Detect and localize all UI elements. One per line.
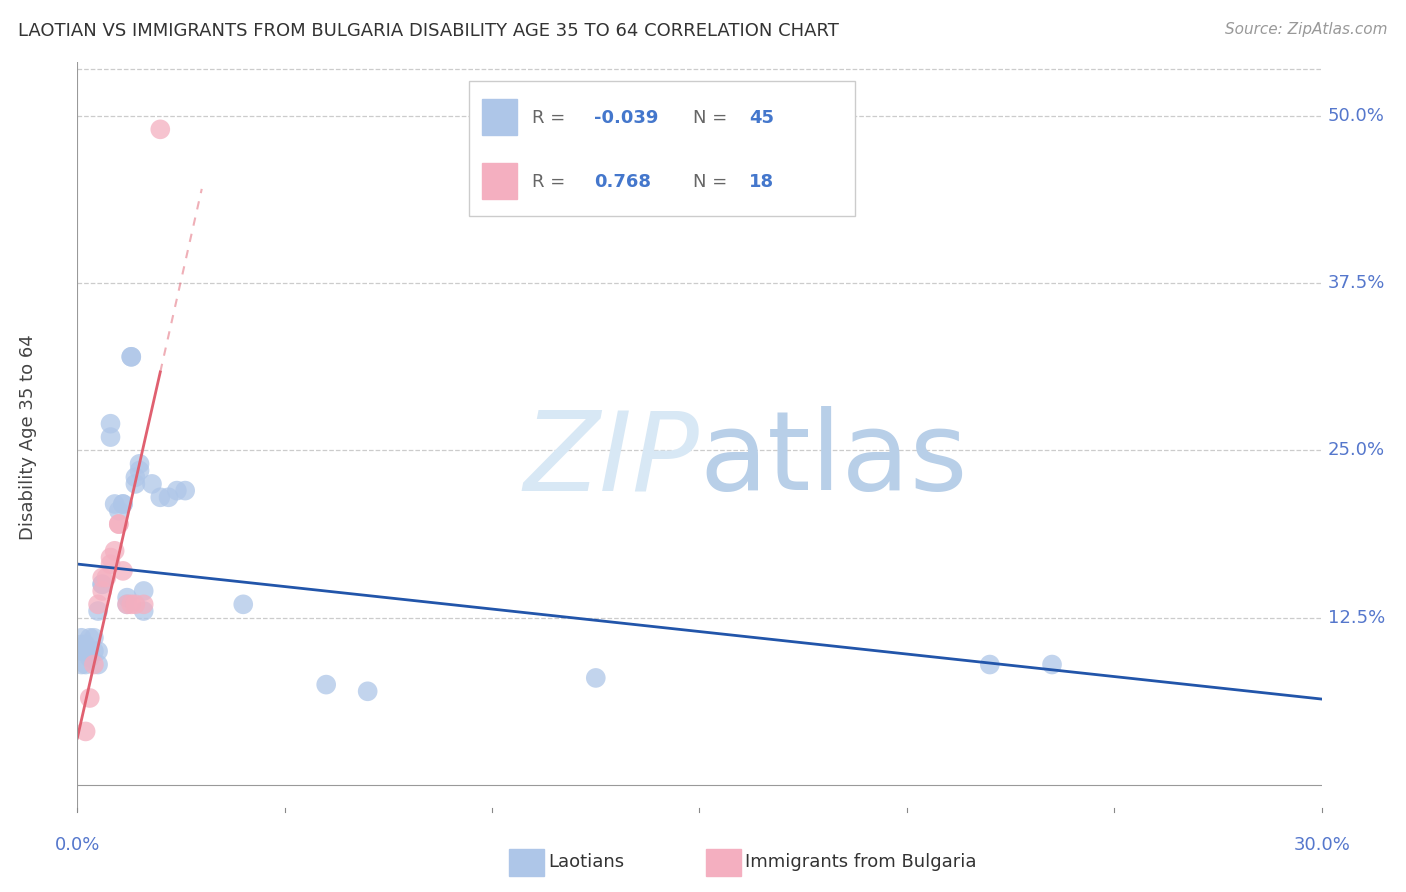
- Point: [585, 671, 607, 685]
- Point: [75, 637, 97, 651]
- Point: [75, 657, 97, 672]
- Point: [149, 491, 172, 505]
- Point: [1040, 657, 1063, 672]
- Text: 25.0%: 25.0%: [1327, 442, 1385, 459]
- Point: [75, 644, 97, 658]
- Text: Disability Age 35 to 64: Disability Age 35 to 64: [18, 334, 37, 540]
- Text: R =: R =: [531, 109, 571, 128]
- Point: [128, 457, 150, 471]
- FancyBboxPatch shape: [470, 81, 855, 216]
- Point: [115, 591, 138, 605]
- Point: [83, 657, 105, 672]
- Point: [83, 644, 105, 658]
- Text: 18: 18: [749, 173, 775, 191]
- Point: [128, 464, 150, 478]
- Point: [70, 631, 93, 645]
- Point: [79, 631, 101, 645]
- Point: [87, 598, 110, 612]
- Point: [100, 550, 122, 565]
- Text: Immigrants from Bulgaria: Immigrants from Bulgaria: [745, 853, 977, 871]
- Point: [91, 577, 114, 591]
- Point: [79, 651, 101, 665]
- Point: [120, 350, 142, 364]
- Point: [79, 644, 101, 658]
- Bar: [482, 163, 516, 199]
- Text: 0.768: 0.768: [593, 173, 651, 191]
- Point: [115, 598, 138, 612]
- Point: [104, 544, 127, 558]
- Text: N =: N =: [693, 109, 734, 128]
- Text: 45: 45: [749, 109, 775, 128]
- Point: [111, 564, 134, 578]
- Point: [315, 678, 337, 692]
- Point: [75, 724, 97, 739]
- Point: [115, 598, 138, 612]
- Bar: [482, 99, 516, 136]
- Text: 30.0%: 30.0%: [1294, 836, 1350, 854]
- Point: [87, 657, 110, 672]
- Point: [174, 483, 197, 498]
- Point: [87, 604, 110, 618]
- Point: [100, 417, 122, 431]
- Point: [91, 571, 114, 585]
- Point: [75, 644, 97, 658]
- Point: [132, 598, 155, 612]
- Point: [70, 644, 93, 658]
- Point: [111, 497, 134, 511]
- Text: 0.0%: 0.0%: [55, 836, 100, 854]
- Point: [96, 571, 118, 585]
- Text: N =: N =: [693, 173, 734, 191]
- Point: [979, 657, 1001, 672]
- Point: [166, 483, 188, 498]
- Point: [104, 497, 127, 511]
- Point: [157, 491, 180, 505]
- Point: [124, 477, 146, 491]
- Point: [79, 690, 101, 705]
- Text: ZIP: ZIP: [523, 406, 700, 513]
- Point: [83, 631, 105, 645]
- Point: [132, 604, 155, 618]
- Point: [149, 122, 172, 136]
- Point: [108, 503, 131, 517]
- Text: atlas: atlas: [700, 406, 967, 513]
- Text: Source: ZipAtlas.com: Source: ZipAtlas.com: [1225, 22, 1388, 37]
- Point: [357, 684, 380, 698]
- Text: 50.0%: 50.0%: [1327, 107, 1385, 125]
- Text: 37.5%: 37.5%: [1327, 274, 1385, 293]
- Point: [124, 598, 146, 612]
- Point: [120, 350, 142, 364]
- Text: Laotians: Laotians: [548, 853, 624, 871]
- Point: [108, 517, 131, 532]
- Point: [91, 577, 114, 591]
- Text: LAOTIAN VS IMMIGRANTS FROM BULGARIA DISABILITY AGE 35 TO 64 CORRELATION CHART: LAOTIAN VS IMMIGRANTS FROM BULGARIA DISA…: [18, 22, 839, 40]
- Point: [70, 657, 93, 672]
- Point: [111, 497, 134, 511]
- Point: [100, 430, 122, 444]
- Point: [232, 598, 254, 612]
- Point: [120, 598, 142, 612]
- Point: [141, 477, 163, 491]
- Text: 12.5%: 12.5%: [1327, 608, 1385, 627]
- Point: [70, 637, 93, 651]
- Text: R =: R =: [531, 173, 571, 191]
- Point: [124, 470, 146, 484]
- Point: [100, 557, 122, 572]
- Point: [132, 584, 155, 599]
- Point: [87, 644, 110, 658]
- Point: [108, 517, 131, 532]
- Point: [91, 584, 114, 599]
- Text: -0.039: -0.039: [593, 109, 658, 128]
